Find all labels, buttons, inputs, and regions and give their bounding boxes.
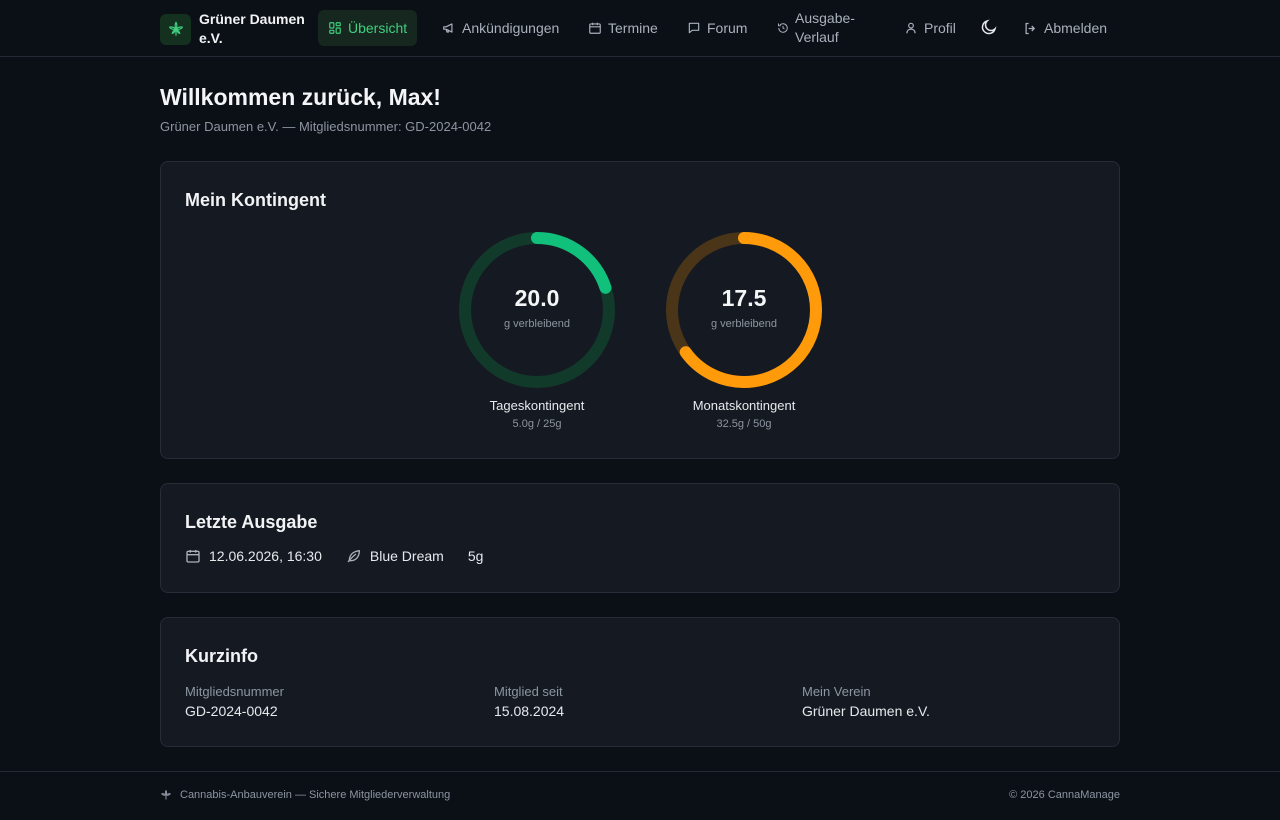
nav-label: Forum — [707, 20, 748, 36]
info-label: Mitgliedsnummer — [185, 684, 284, 699]
nav-label: Ausgabe- Verlauf — [795, 10, 855, 45]
nav-label: Übersicht — [348, 20, 408, 36]
daily-quota-gauge: 20.0 g verbleibend Tageskontingent 5.0g … — [452, 230, 622, 430]
info-label: Mitglied seit — [494, 684, 563, 699]
monthly-quota-gauge: 17.5 g verbleibend Monatskontingent 32.5… — [659, 230, 829, 430]
theme-toggle-button[interactable] — [980, 18, 1000, 38]
monthly-quota-label: Monatskontingent — [692, 398, 796, 413]
leaf-icon — [347, 550, 360, 563]
logout-label: Abmelden — [1044, 20, 1108, 36]
page-subtitle: Grüner Daumen e.V. — Mitgliedsnummer: GD… — [160, 119, 492, 134]
daily-remaining-value: 20.0 — [514, 285, 560, 311]
monthly-gauge-chart — [666, 232, 822, 388]
info-card-title: Kurzinfo — [185, 646, 258, 666]
megaphone-icon — [443, 23, 453, 33]
cannabis-leaf-icon — [161, 790, 171, 800]
last-issue-card: Letzte Ausgabe 12.06.2026, 16:30 Blue Dr… — [160, 483, 1120, 593]
info-value: GD-2024-0042 — [185, 703, 278, 719]
nav-item-termine[interactable]: Termine — [578, 10, 668, 46]
nav-item-ausgabe-verlauf[interactable]: Ausgabe- Verlauf — [767, 10, 877, 46]
logout-button[interactable]: Abmelden — [1013, 10, 1117, 46]
user-icon — [906, 22, 916, 34]
quota-card: Mein Kontingent 20.0 g verbleibend Tages… — [160, 161, 1120, 459]
page-title: Willkommen zurück, Max! — [160, 84, 441, 110]
nav-label: Profil — [924, 20, 956, 36]
monthly-remaining-value: 17.5 — [721, 285, 767, 311]
dashboard-icon — [329, 22, 341, 34]
last-issue-details: 12.06.2026, 16:30 Blue Dream 5g — [185, 548, 507, 564]
info-card: Kurzinfo Mitgliedsnummer GD-2024-0042 Mi… — [160, 617, 1120, 747]
monthly-gauge-arc — [666, 232, 822, 388]
daily-gauge-chart — [459, 232, 615, 388]
monthly-remaining-unit: g verbleibend — [710, 318, 778, 330]
monthly-quota-detail: 32.5g / 50g — [716, 418, 772, 430]
info-value: 15.08.2024 — [494, 703, 565, 719]
daily-quota-label: Tageskontingent — [489, 398, 585, 413]
brand-name: Grüner Daumen e.V. — [199, 11, 305, 46]
daily-quota-detail: 5.0g / 25g — [512, 418, 562, 430]
last-issue-datetime: 12.06.2026, 16:30 — [209, 548, 322, 564]
last-issue-title: Letzte Ausgabe — [185, 512, 318, 532]
footer: Cannabis-Anbauverein — Sichere Mitgliede… — [0, 771, 1280, 820]
history-icon — [778, 23, 788, 33]
nav-item-forum[interactable]: Forum — [677, 10, 757, 46]
nav-item-profil[interactable]: Profil — [894, 10, 966, 46]
moon-icon — [981, 19, 997, 35]
footer-left: Cannabis-Anbauverein — Sichere Mitgliede… — [160, 789, 450, 801]
info-label: Mein Verein — [802, 684, 871, 699]
brand[interactable]: Grüner Daumen e.V. — [160, 10, 309, 48]
footer-copyright: © 2026 CannaManage — [1009, 789, 1120, 801]
cannabis-leaf-icon — [160, 13, 191, 45]
nav-item-uebersicht[interactable]: Übersicht — [318, 10, 418, 46]
nav-item-ankuendigungen[interactable]: Ankündigungen — [432, 10, 569, 46]
nav-label: Termine — [608, 20, 658, 36]
logout-icon — [1025, 22, 1036, 34]
daily-remaining-unit: g verbleibend — [503, 318, 571, 330]
info-club: Mein Verein Grüner Daumen e.V. — [802, 684, 930, 719]
info-value: Grüner Daumen e.V. — [802, 703, 930, 719]
calendar-icon — [589, 22, 601, 34]
quota-card-title: Mein Kontingent — [185, 190, 326, 210]
top-navigation: Grüner Daumen e.V. Übersicht Ankündigung… — [0, 0, 1280, 57]
last-issue-amount: 5g — [467, 548, 484, 564]
last-issue-strain: Blue Dream — [369, 548, 444, 564]
daily-gauge-arc — [459, 232, 615, 388]
footer-tagline: Cannabis-Anbauverein — Sichere Mitgliede… — [180, 789, 451, 801]
info-member-number: Mitgliedsnummer GD-2024-0042 — [185, 684, 284, 719]
info-member-since: Mitglied seit 15.08.2024 — [494, 684, 564, 719]
chat-icon — [688, 22, 700, 34]
nav-label: Ankündigungen — [462, 20, 560, 36]
calendar-icon — [186, 550, 200, 563]
